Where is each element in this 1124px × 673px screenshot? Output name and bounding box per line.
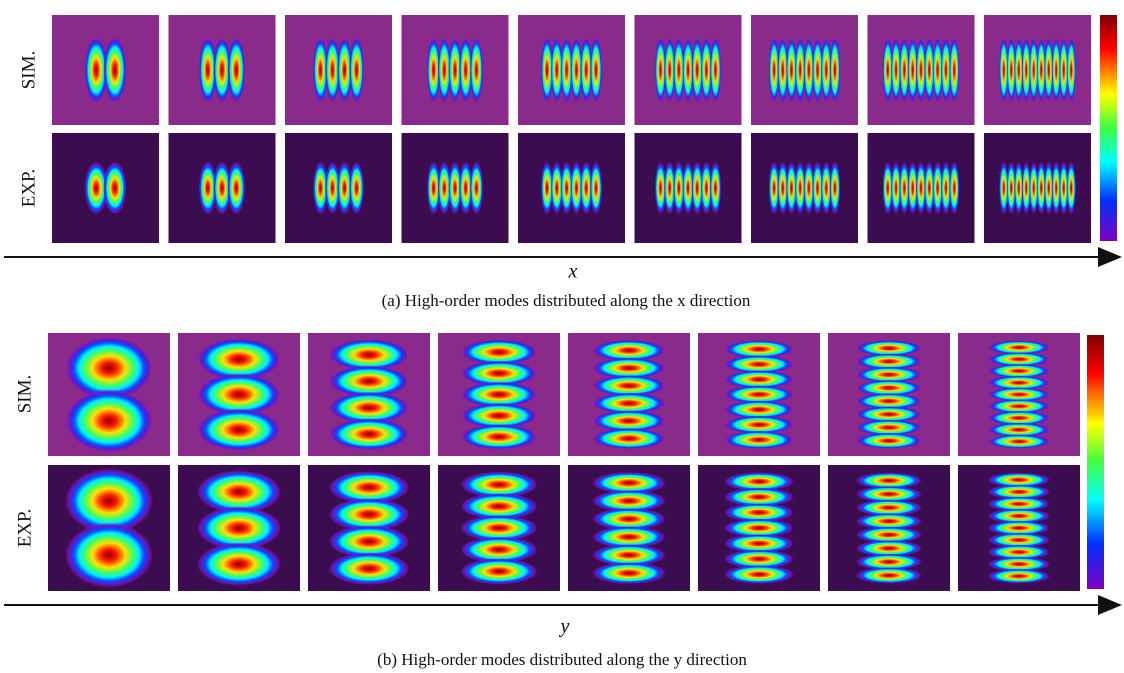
mode-lobe: [592, 562, 665, 584]
mode-lobe: [1067, 37, 1076, 103]
mode-lobe: [227, 162, 245, 215]
mode-lobe: [103, 37, 126, 103]
row-label: EXP.: [14, 509, 35, 548]
axis-label: x: [568, 261, 578, 283]
mode-lobe: [590, 37, 602, 103]
mode-lobe: [830, 162, 841, 215]
mode-lobe: [710, 37, 721, 103]
mode-lobe: [710, 162, 721, 215]
mode-lobe: [949, 162, 959, 215]
mode-lobe: [830, 37, 841, 103]
colorbar: [1087, 335, 1104, 589]
mode-lobe: [470, 37, 483, 103]
mode-lobe: [461, 558, 538, 584]
mode-lobe: [349, 37, 364, 103]
mode-lobe: [949, 37, 959, 103]
mode-lobe: [724, 431, 794, 449]
mode-lobe: [349, 162, 364, 215]
mode-lobe: [856, 567, 922, 583]
mode-lobe: [329, 418, 410, 450]
mode-lobe: [590, 162, 602, 215]
axis-label: y: [559, 616, 570, 638]
mode-lobe: [592, 428, 665, 449]
mode-lobe: [227, 37, 245, 103]
mode-lobe: [197, 542, 281, 585]
row-label: EXP.: [18, 169, 39, 208]
row-label: SIM.: [14, 375, 35, 414]
mode-lobe: [103, 162, 126, 215]
mode-lobe: [65, 389, 153, 452]
row-label: SIM.: [18, 51, 39, 90]
mode-lobe: [65, 523, 153, 588]
mode-lobe: [856, 433, 922, 449]
mode-lobe: [988, 569, 1050, 583]
colorbar: [1100, 15, 1117, 241]
mode-lobe: [1067, 162, 1076, 215]
mode-lobe: [197, 409, 281, 451]
figure: SIM. EXP. SIM. EXP. x y (a) High-order m…: [0, 0, 1124, 673]
mode-lobe: [988, 434, 1050, 448]
caption: (a) High-order modes distributed along t…: [382, 291, 751, 310]
caption: (b) High-order modes distributed along t…: [377, 650, 747, 669]
mode-lobe: [724, 565, 794, 584]
mode-lobe: [329, 552, 410, 585]
mode-lobe: [461, 424, 538, 449]
mode-lobe: [470, 162, 483, 215]
